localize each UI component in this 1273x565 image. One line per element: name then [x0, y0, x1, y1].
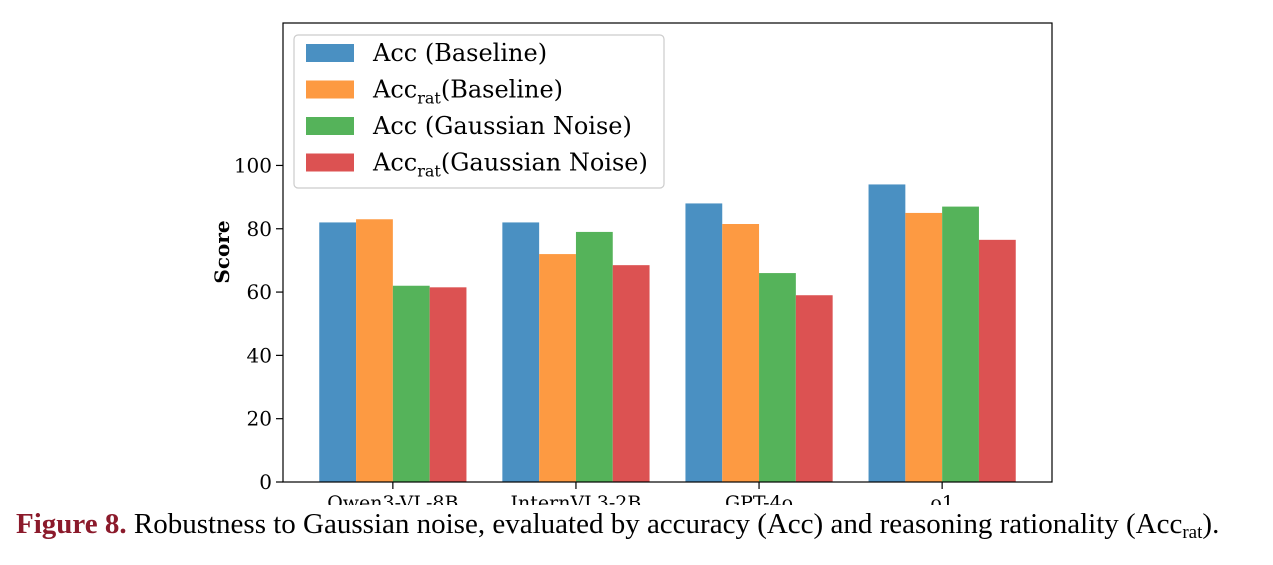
legend-swatch [306, 153, 354, 172]
x-axis: Qwen3-VL-8B InternVL3-2B GPT-4o o1 [327, 482, 954, 505]
y-axis: 0 20 40 60 80 100 [234, 153, 283, 494]
figure-label: Figure 8. [16, 508, 127, 540]
bars-group [319, 184, 1016, 482]
bar [685, 203, 723, 482]
bar-chart: 0 20 40 60 80 100 Qwen3-VL-8B InternVL3-2B GPT-… [210, 22, 1053, 505]
x-tick-label: Qwen3-VL-8B [327, 492, 458, 505]
y-tick-label: 100 [234, 153, 272, 177]
bar [539, 254, 576, 482]
x-tick-label: GPT-4o [725, 492, 793, 505]
plot-frame [282, 22, 1053, 483]
bar [612, 265, 650, 482]
bar [868, 184, 906, 482]
legend-swatch [306, 80, 354, 99]
x-tick-label: o1 [930, 492, 954, 505]
caption-subscript: rat [1182, 522, 1203, 543]
bar [978, 239, 1016, 482]
caption-text: Robustness to Gaussian noise, evaluated … [126, 508, 1183, 540]
legend-swatch [306, 117, 354, 135]
y-tick-label: 0 [259, 470, 272, 494]
bar [356, 219, 393, 482]
bar [722, 224, 760, 482]
bar [905, 212, 943, 482]
y-axis-label: Score [210, 220, 234, 283]
bar [502, 222, 540, 482]
legend-label: Acc (Gaussian Noise) [372, 112, 632, 140]
figure-caption: Figure 8. Robustness to Gaussian noise, … [16, 508, 1266, 543]
legend: Acc (Baseline) Accrat(Baseline) Acc (Gauss… [293, 34, 665, 189]
bar [429, 287, 467, 482]
bar [319, 222, 357, 482]
legend-swatch [306, 44, 354, 62]
x-tick-label: InternVL3-2B [511, 492, 642, 505]
legend-label: Accrat(Gaussian Noise) [372, 149, 648, 181]
caption-text-end: ). [1202, 508, 1220, 540]
legend-label: Acc (Baseline) [372, 39, 547, 67]
bar [795, 295, 833, 482]
legend-label: Accrat(Baseline) [372, 76, 563, 108]
bar [759, 273, 796, 482]
y-tick-label: 80 [247, 217, 272, 241]
bar [575, 231, 613, 482]
y-tick-label: 60 [247, 280, 272, 304]
bar [942, 206, 979, 482]
y-tick-label: 40 [247, 343, 272, 367]
bar [392, 285, 430, 482]
y-tick-label: 20 [247, 407, 272, 431]
legend-frame [293, 34, 665, 189]
